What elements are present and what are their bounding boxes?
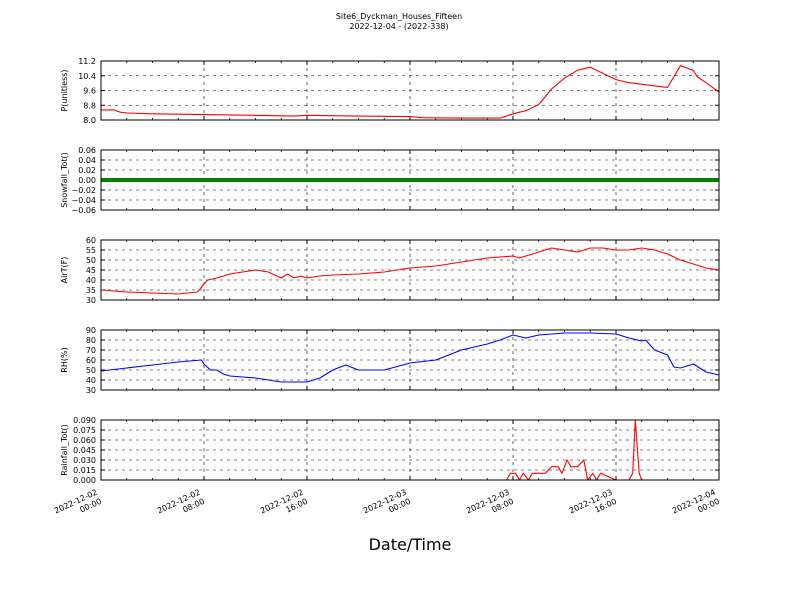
chart-panels: 8.0 8.8 9.6 10.4 11.2 P(unitless) −0.06−0.04−0…: [53, 57, 721, 525]
y-tick-label: 35: [86, 286, 96, 295]
y-tick-label: 40: [86, 376, 96, 385]
panel-2: −0.06−0.04−0.020.000.020.040.06 Snowfall_…: [60, 146, 720, 215]
panel-frame: [100, 239, 720, 301]
y-axis-label: P(unitless): [60, 69, 69, 111]
chart-subtitle: 2022-12-04 - (2022-338): [349, 22, 448, 31]
y-tick-label: 0.075: [73, 426, 96, 435]
y-axis-label: Rainfall_Tot(): [60, 424, 69, 476]
y-tick-label: 0.00: [78, 176, 96, 185]
y-tick-label: 8.0: [83, 116, 96, 125]
y-tick-label: 60: [86, 356, 96, 365]
y-axis-label: AirT(F): [60, 257, 69, 284]
panel-frame: [100, 419, 720, 481]
y-tick-label: 0.090: [73, 416, 96, 425]
y-tick-label: 11.2: [78, 57, 96, 66]
y-tick-label: 8.8: [83, 101, 96, 110]
y-tick-label: 0.045: [73, 446, 96, 455]
x-axis-label: Date/Time: [369, 535, 452, 554]
y-tick-label: 60: [86, 236, 96, 245]
y-tick-label: −0.06: [71, 206, 96, 215]
panel-frame: [100, 329, 720, 391]
y-tick-label: 0.02: [78, 166, 96, 175]
y-tick-label: 0.030: [73, 456, 96, 465]
y-tick-label: 70: [86, 346, 96, 355]
panel-frame: [100, 149, 720, 211]
series-line: [101, 419, 719, 481]
y-tick-label: 30: [86, 296, 96, 305]
chart-title: Site6_Dyckman_Houses_Fifteen: [336, 12, 462, 21]
y-tick-label: 40: [86, 276, 96, 285]
x-tick-label: 2022-12-0216:00: [259, 488, 309, 525]
y-tick-label: 0.015: [73, 466, 96, 475]
y-axis-label: Snowfall_Tot(): [60, 152, 69, 208]
y-tick-label: −0.04: [71, 196, 96, 205]
x-tick-label: 2022-12-0316:00: [568, 488, 618, 525]
panel-frame: [100, 60, 720, 121]
series-line: [100, 247, 720, 295]
y-tick-label: −0.02: [71, 186, 96, 195]
x-tick-label: 2022-12-0200:00: [53, 488, 103, 525]
y-tick-label: 55: [86, 246, 96, 255]
y-axis-label: RH(%): [60, 347, 69, 372]
y-tick-label: 0.04: [78, 156, 96, 165]
y-tick-label: 0.060: [73, 436, 96, 445]
y-tick-label: 45: [86, 266, 96, 275]
panel-1: 8.0 8.8 9.6 10.4 11.2 P(unitless): [60, 57, 720, 125]
x-tick-labels: 2022-12-0200:00 2022-12-0208:00 2022-12-02…: [53, 488, 721, 525]
y-tick-label: 80: [86, 336, 96, 345]
x-tick-label: 2022-12-0208:00: [156, 488, 206, 525]
y-tick-label: 0.06: [78, 146, 96, 155]
y-tick-label: 90: [86, 326, 96, 335]
y-tick-label: 10.4: [78, 72, 96, 81]
x-tick-label: 2022-12-0400:00: [671, 488, 721, 525]
y-tick-label: 9.6: [83, 87, 96, 96]
series-line: [100, 332, 720, 383]
y-tick-label: 30: [86, 386, 96, 395]
y-tick-label: 50: [86, 256, 96, 265]
x-tick-label: 2022-12-0308:00: [465, 488, 515, 525]
series-line: [101, 65, 720, 119]
y-tick-label: 50: [86, 366, 96, 375]
y-tick-label: 0.000: [73, 476, 96, 485]
x-tick-label: 2022-12-0300:00: [362, 488, 412, 525]
